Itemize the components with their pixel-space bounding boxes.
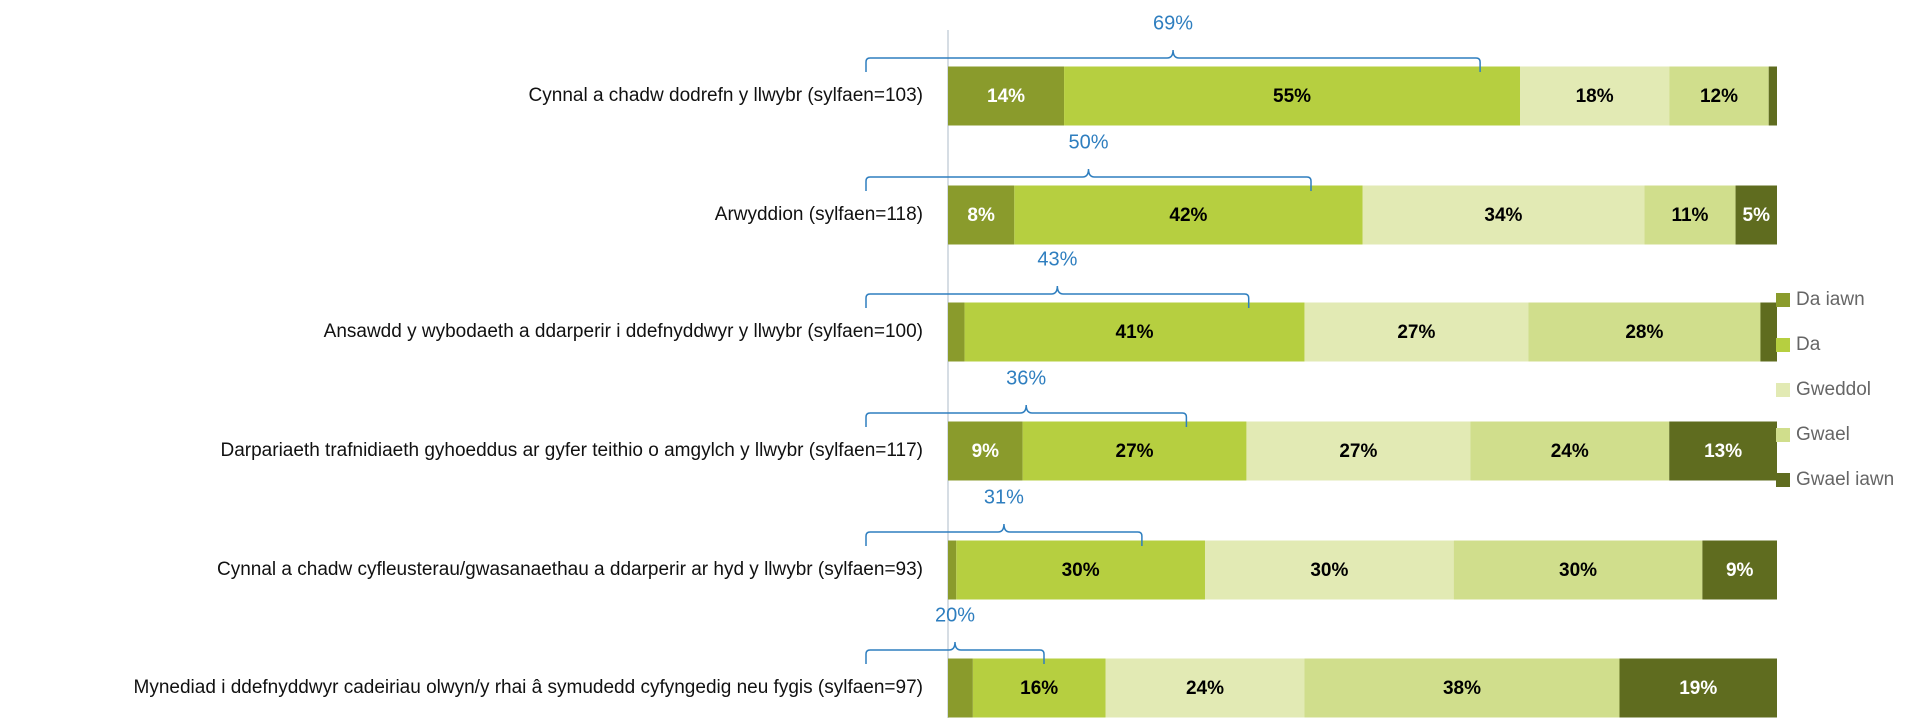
total-label: 50% [1068, 131, 1108, 153]
legend-label: Da [1796, 334, 1821, 355]
legend-swatch [1776, 473, 1790, 487]
bar-segment [948, 66, 1065, 126]
bar-segment [1760, 302, 1777, 362]
bar-segment [1669, 66, 1769, 126]
bar-segment [1619, 658, 1777, 718]
bar-segment [1304, 658, 1620, 718]
bar-segment [1022, 421, 1247, 481]
category-label: Arwyddion (sylfaen=118) [715, 204, 923, 225]
total-bracket [865, 49, 1481, 72]
total-label: 43% [1037, 248, 1077, 270]
data-label: 8% [967, 205, 995, 226]
bar-segment [1246, 421, 1471, 481]
bar-segment [948, 421, 1023, 481]
data-label: 30% [1310, 560, 1348, 581]
bar-segment [1453, 540, 1703, 600]
bar-segment [948, 302, 965, 362]
total-bracket [865, 523, 1143, 546]
bar-segment [948, 185, 1015, 245]
data-label: 27% [1397, 322, 1435, 343]
data-label: 38% [1443, 678, 1481, 699]
bar-segment [1702, 540, 1777, 600]
data-label: 28% [1625, 322, 1663, 343]
total-label: 31% [984, 486, 1024, 508]
legend-swatch [1776, 383, 1790, 397]
data-label: 19% [1679, 678, 1717, 699]
data-label: 9% [1726, 560, 1754, 581]
category-label: Ansawdd y wybodaeth a ddarperir i ddefny… [324, 321, 923, 342]
data-label: 30% [1559, 560, 1597, 581]
bar-segment [1105, 658, 1305, 718]
bar-segment [972, 658, 1106, 718]
data-label: 34% [1484, 205, 1522, 226]
data-label: 12% [1700, 86, 1738, 107]
total-label: 36% [1006, 367, 1046, 389]
legend-swatch [1776, 293, 1790, 307]
bar-segment [1304, 302, 1529, 362]
legend-label: Da iawn [1796, 289, 1865, 310]
total-label: 69% [1153, 12, 1193, 34]
data-label: 24% [1551, 441, 1589, 462]
bar-segment [1362, 185, 1645, 245]
total-bracket [865, 168, 1312, 191]
bar-segment [1669, 421, 1777, 481]
bar-segment [1528, 302, 1761, 362]
data-label: 24% [1186, 678, 1224, 699]
bar-segment [1520, 66, 1670, 126]
data-label: 18% [1576, 86, 1614, 107]
bar-segment [1470, 421, 1670, 481]
bar-segment [1735, 185, 1777, 245]
bar-segment [1768, 66, 1777, 126]
bar-segment [1014, 185, 1363, 245]
data-label: 16% [1020, 678, 1058, 699]
category-label: Mynediad i ddefnyddwyr cadeiriau olwyn/y… [134, 677, 923, 698]
category-label: Darpariaeth trafnidiaeth gyhoeddus ar gy… [221, 440, 924, 461]
bar-segment [964, 302, 1305, 362]
data-label: 41% [1116, 322, 1154, 343]
bar-segment [1064, 66, 1521, 126]
legend-label: Gwael iawn [1796, 469, 1894, 490]
category-label: Cynnal a chadw dodrefn y llwybr (sylfaen… [529, 85, 923, 106]
bar-segment [956, 540, 1205, 600]
bar-segment [948, 540, 957, 600]
legend-label: Gwael [1796, 424, 1850, 445]
bar-segment [948, 658, 973, 718]
total-label: 20% [935, 604, 975, 626]
data-label: 42% [1169, 205, 1207, 226]
data-label: 5% [1743, 205, 1771, 226]
legend-swatch [1776, 338, 1790, 352]
category-label: Cynnal a chadw cyfleusterau/gwasanaethau… [217, 559, 923, 580]
total-bracket [865, 404, 1188, 427]
data-label: 27% [1116, 441, 1154, 462]
legend-label: Gweddol [1796, 379, 1871, 400]
data-label: 13% [1704, 441, 1742, 462]
bar-segment [1204, 540, 1454, 600]
legend-swatch [1776, 428, 1790, 442]
data-label: 9% [972, 441, 1000, 462]
bar-segment [1644, 185, 1736, 245]
data-label: 27% [1339, 441, 1377, 462]
data-label: 11% [1671, 205, 1708, 226]
data-label: 14% [987, 86, 1025, 107]
total-bracket [865, 285, 1250, 308]
data-label: 30% [1062, 560, 1100, 581]
total-bracket [865, 641, 1045, 664]
data-label: 55% [1273, 86, 1311, 107]
